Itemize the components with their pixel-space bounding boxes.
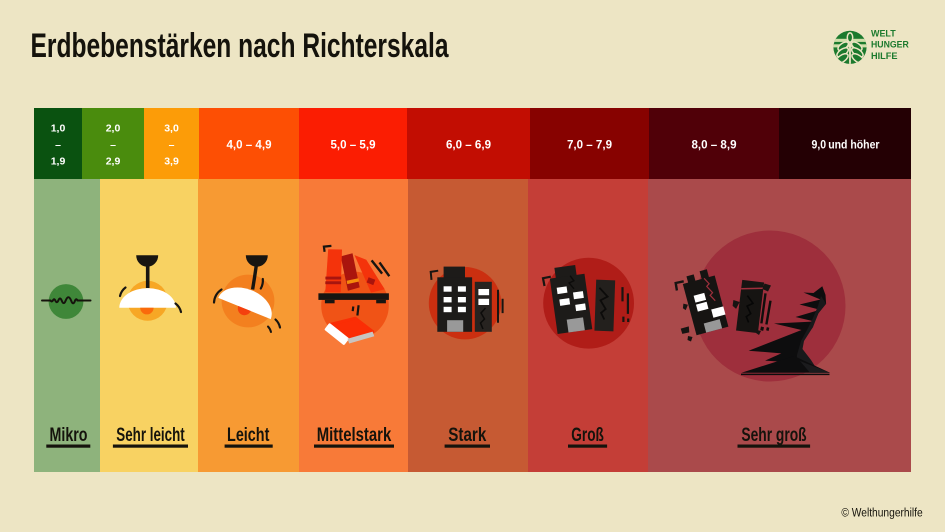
svg-text:–: – [169,139,175,151]
svg-text:–: – [110,139,116,151]
svg-text:Sehr leicht: Sehr leicht [116,425,185,446]
svg-text:Mittelstark: Mittelstark [317,425,392,446]
svg-text:2,9: 2,9 [106,156,121,168]
svg-text:Mikro: Mikro [50,425,88,446]
svg-text:HUNGER: HUNGER [871,40,909,50]
svg-text:Stark: Stark [448,425,486,446]
svg-text:8,0 – 8,9: 8,0 – 8,9 [692,139,738,152]
svg-text:Erdbebenstärken nach Richtersk: Erdbebenstärken nach Richterskala [31,27,450,65]
svg-text:1,0: 1,0 [51,123,66,135]
svg-text:7,0 – 7,9: 7,0 – 7,9 [567,139,613,152]
svg-text:5,0 – 5,9: 5,0 – 5,9 [331,139,377,152]
svg-text:© Welthungerhilfe: © Welthungerhilfe [841,506,922,520]
svg-text:HILFE: HILFE [871,51,898,61]
svg-text:Leicht: Leicht [227,425,270,446]
svg-text:9,0 und höher: 9,0 und höher [812,139,880,152]
svg-text:Groß: Groß [571,425,604,446]
svg-text:6,0 – 6,9: 6,0 – 6,9 [446,139,492,152]
svg-text:–: – [55,139,61,151]
svg-text:Sehr groß: Sehr groß [741,425,806,446]
svg-text:2,0: 2,0 [106,123,121,135]
svg-text:4,0 – 4,9: 4,0 – 4,9 [227,139,273,152]
svg-text:3,0: 3,0 [164,123,179,135]
svg-text:1,9: 1,9 [51,156,66,168]
svg-text:3,9: 3,9 [164,156,179,168]
svg-text:WELT: WELT [871,28,896,38]
